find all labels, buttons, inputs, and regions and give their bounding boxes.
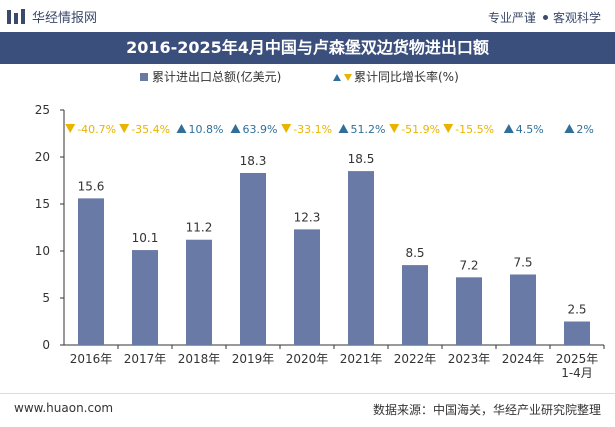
bar-value-label: 7.2: [459, 258, 478, 272]
bar-value-label: 11.2: [186, 221, 213, 235]
legend-swatch-total: [140, 73, 148, 81]
growth-rate-label: -35.4%: [131, 123, 170, 136]
growth-down-triangle-icon: [281, 124, 292, 133]
growth-up-triangle-icon: [230, 124, 241, 133]
growth-rate-label: 4.5%: [516, 123, 544, 136]
growth-up-triangle-icon: [176, 124, 187, 133]
growth-rate-label: -40.7%: [77, 123, 116, 136]
growth-down-triangle-icon: [119, 124, 130, 133]
bar: [510, 274, 536, 345]
top-bar: 华经情报网 专业严谨 客观科学: [0, 0, 615, 32]
slogan-left: 专业严谨: [487, 11, 536, 25]
x-tick-label: 2022年: [394, 352, 437, 366]
bar-value-label: 8.5: [405, 246, 424, 260]
slogan-dot: [542, 15, 548, 20]
legend-up-triangle-icon: [333, 74, 341, 81]
bar-value-label: 12.3: [294, 210, 321, 224]
growth-rate-label: -33.1%: [293, 123, 332, 136]
x-tick-label: 2018年: [178, 352, 221, 366]
x-tick-label: 2019年: [232, 352, 275, 366]
bar: [132, 250, 158, 345]
bar-value-label: 7.5: [513, 256, 532, 270]
bar: [402, 265, 428, 345]
chart-title: 2016-2025年4月中国与卢森堡双边货物进出口额: [0, 32, 615, 64]
growth-down-triangle-icon: [65, 124, 76, 133]
growth-rate-label: 63.9%: [243, 123, 278, 136]
y-tick-label: 10: [35, 244, 50, 258]
brand-logo-icon: [7, 8, 25, 24]
footer-website: www.huaon.com: [14, 401, 114, 415]
growth-up-triangle-icon: [564, 124, 575, 133]
growth-down-triangle-icon: [443, 124, 454, 133]
bar: [186, 239, 212, 345]
growth-down-triangle-icon: [389, 124, 400, 133]
slogan: 专业严谨 客观科学: [488, 9, 601, 26]
growth-rate-label: 51.2%: [351, 123, 386, 136]
x-tick-label: 1-4月: [561, 366, 593, 380]
bar: [564, 321, 590, 345]
legend-down-triangle-icon: [344, 74, 352, 81]
bar: [348, 171, 374, 345]
x-tick-label: 2016年: [70, 352, 113, 366]
bar-chart: 累计进出口总额(亿美元) 累计同比增长率(%) 0 5 10 15 20 25 15.6 2016…: [35, 69, 605, 380]
x-tick-label: 2025年: [556, 352, 599, 366]
y-tick-label: 5: [42, 291, 50, 305]
growth-rate-label: -51.9%: [401, 123, 440, 136]
brand-name: 华经情报网: [32, 11, 98, 26]
slogan-right: 客观科学: [552, 11, 601, 25]
bar: [294, 229, 320, 345]
growth-rate-label: -15.5%: [455, 123, 494, 136]
y-tick-label: 20: [35, 150, 50, 164]
growth-up-triangle-icon: [338, 124, 349, 133]
brand-logo: 华经情报网: [6, 7, 97, 26]
x-tick-label: 2024年: [502, 352, 545, 366]
bar: [240, 172, 266, 345]
bar-value-label: 18.3: [240, 154, 267, 168]
growth-rate-label: 2%: [576, 123, 593, 136]
y-tick-label: 15: [35, 197, 50, 211]
legend-label-total: 累计进出口总额(亿美元): [152, 69, 281, 84]
x-tick-label: 2020年: [286, 352, 329, 366]
bar-value-label: 15.6: [78, 179, 105, 193]
bar-value-label: 18.5: [348, 152, 375, 166]
x-tick-label: 2017年: [124, 352, 167, 366]
bar: [456, 277, 482, 345]
bar-value-label: 10.1: [132, 231, 159, 245]
bar-value-label: 2.5: [567, 303, 586, 317]
x-tick-label: 2021年: [340, 352, 383, 366]
footer-divider: [0, 393, 615, 394]
growth-rate-label: 10.8%: [189, 123, 224, 136]
bar: [78, 198, 104, 345]
legend-label-growth: 累计同比增长率(%): [354, 69, 459, 84]
y-tick-label: 25: [35, 103, 50, 117]
y-tick-label: 0: [42, 338, 50, 352]
x-tick-label: 2023年: [448, 352, 491, 366]
footer-source: 数据来源：中国海关，华经产业研究院整理: [372, 403, 601, 417]
growth-up-triangle-icon: [503, 124, 514, 133]
